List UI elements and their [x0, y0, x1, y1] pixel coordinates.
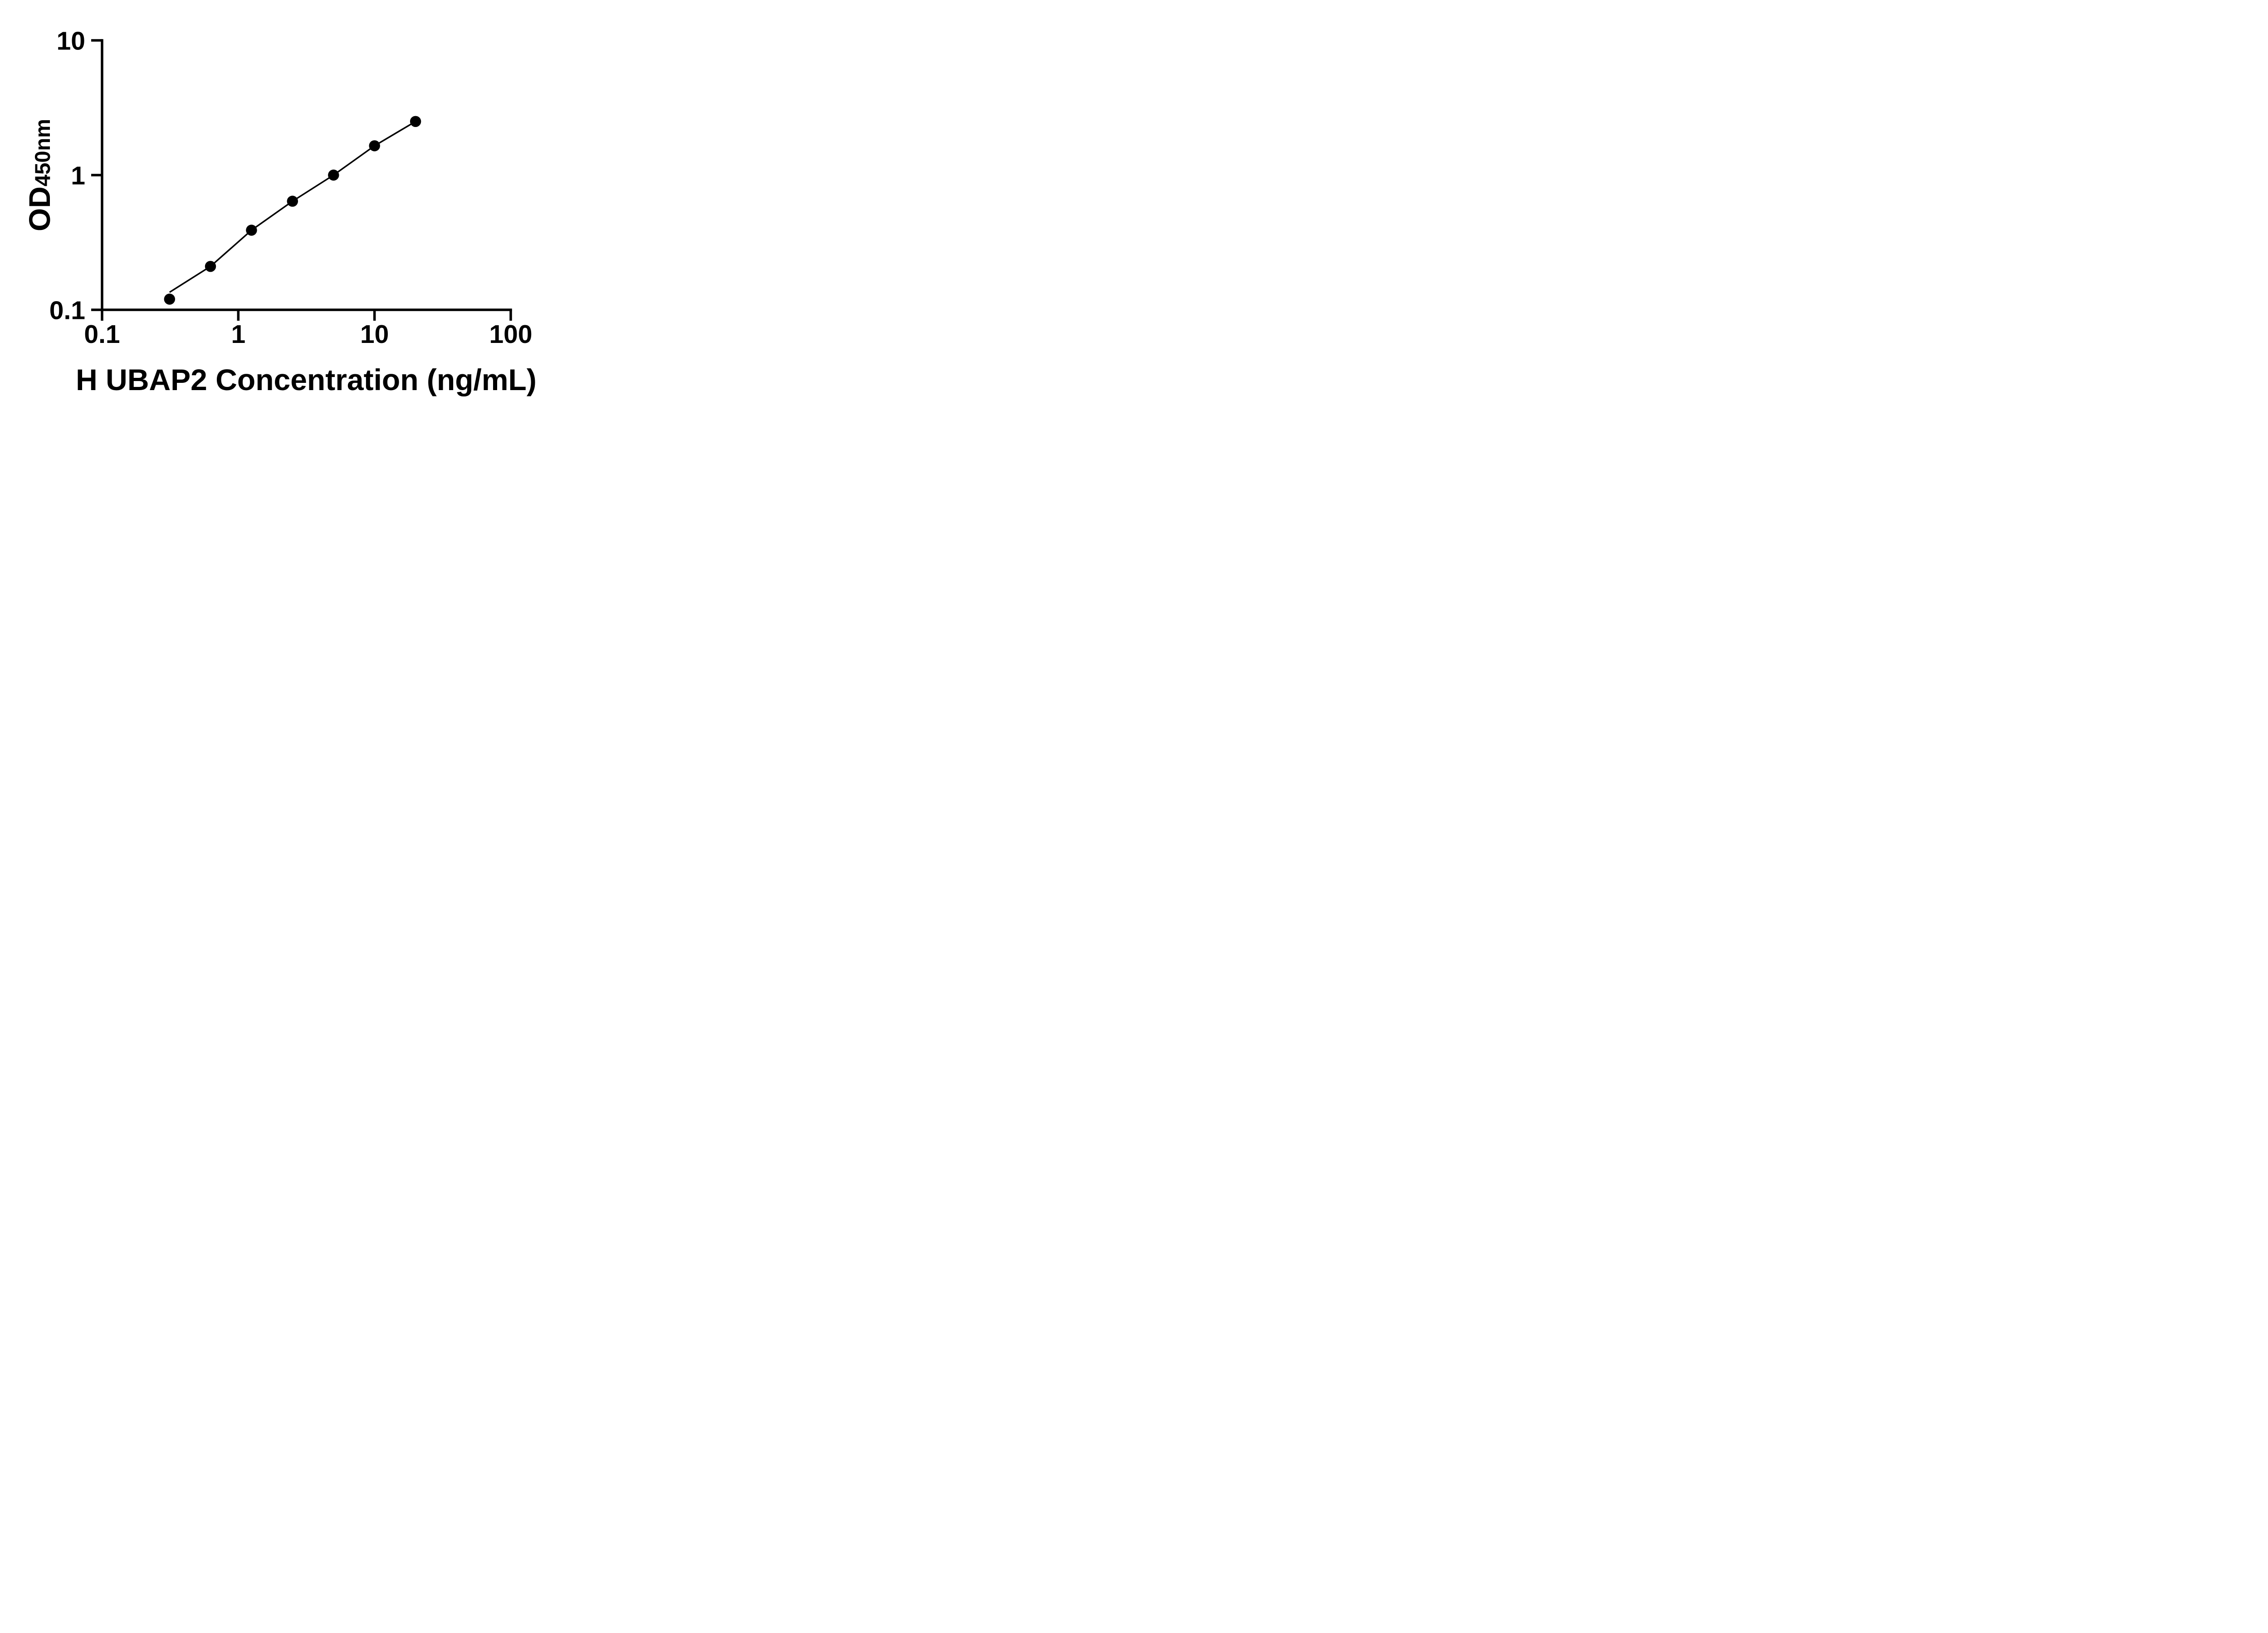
data-point [164, 293, 175, 305]
y-tick-label: 10 [57, 27, 85, 56]
y-axis-title-main: OD [23, 186, 56, 231]
x-axis-title: H UBAP2 Concentration (ng/mL) [76, 363, 537, 396]
chart-figure: 0.1 1 10 100 0.1 1 10 H UBAP2 Concentration (ng… [0, 0, 572, 408]
data-point [205, 261, 216, 272]
data-point [287, 196, 298, 207]
x-tick-label: 1 [231, 320, 245, 349]
y-tick-label: 0.1 [49, 296, 85, 325]
x-tick-label: 100 [489, 320, 532, 349]
y-axis-title-sub: 450nm [30, 119, 54, 186]
data-point [369, 140, 380, 152]
plot-svg: 0.1 1 10 100 0.1 1 10 H UBAP2 Concentration (ng… [23, 27, 537, 396]
data-point [246, 225, 257, 236]
x-tick-label: 10 [360, 320, 389, 349]
data-point [410, 116, 421, 127]
y-axis-title: OD450nm [23, 119, 56, 231]
data-point [328, 169, 339, 181]
y-tick-label: 1 [71, 161, 85, 191]
x-tick-label: 0.1 [84, 320, 120, 349]
